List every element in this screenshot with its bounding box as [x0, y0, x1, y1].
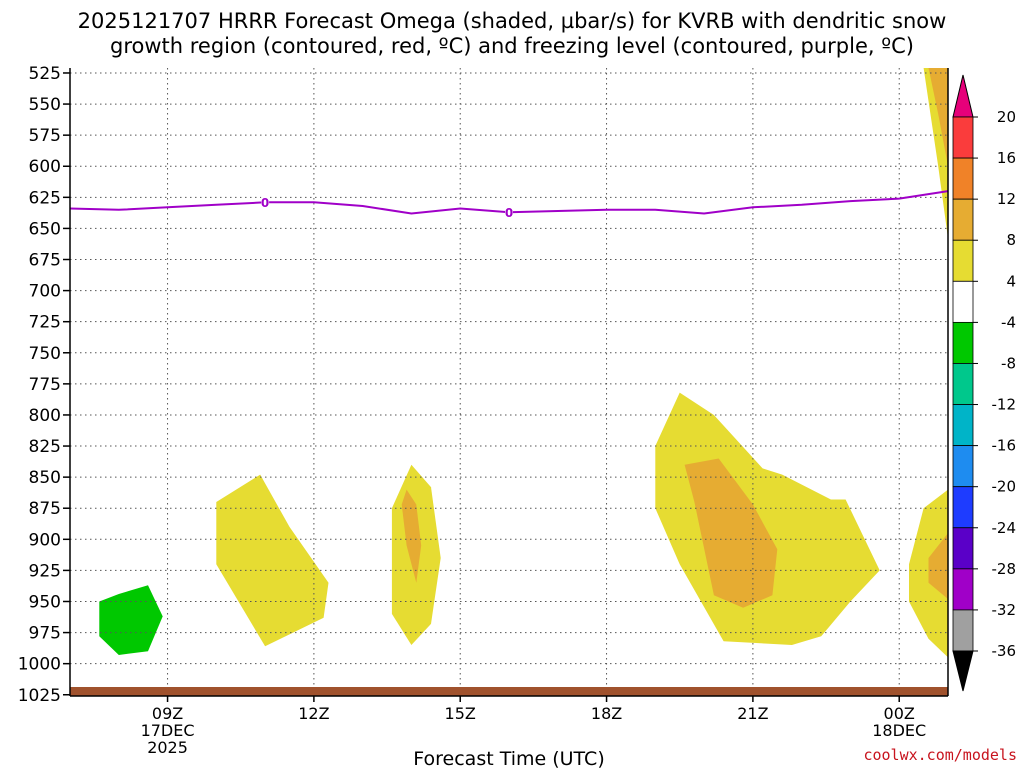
- y-tick-label: 1000: [18, 655, 61, 675]
- y-tick-label: 975: [29, 624, 61, 644]
- y-tick-label: 625: [29, 188, 61, 208]
- x-tick-label: 00Z: [884, 704, 915, 723]
- y-tick-label: 550: [29, 95, 61, 115]
- y-tick-label: 525: [29, 64, 61, 84]
- surface-terrain: [70, 687, 948, 696]
- chart-title-line1: 2025121707 HRRR Forecast Omega (shaded, …: [78, 9, 947, 33]
- freezing-level-label: 0: [261, 196, 269, 210]
- colorbar-segment: [952, 445, 974, 488]
- x-tick-date: 18DEC: [872, 721, 926, 740]
- y-tick-label: 675: [29, 251, 61, 271]
- y-axis-ticks: 525 550 575 600 625 650 675 700 725 750 775 800 825 8…: [18, 64, 70, 706]
- y-tick-label: 800: [29, 406, 61, 426]
- colorbar-tick-label: -4: [1001, 313, 1016, 331]
- omega-region-1: [99, 585, 163, 655]
- colorbar-segment: [952, 568, 974, 611]
- x-tick-label: 12Z: [298, 704, 329, 723]
- colorbar-segment: [952, 363, 974, 405]
- colorbar-segment: [952, 239, 974, 282]
- colorbar-segment: [952, 321, 974, 364]
- colorbar-segment: [952, 527, 974, 570]
- colorbar-tick-label: -16: [992, 437, 1017, 455]
- colorbar-tick-label: -24: [992, 519, 1017, 537]
- colorbar-tick-label: 12: [997, 190, 1016, 208]
- colorbar-tick-label: -12: [992, 396, 1017, 414]
- omega-region-2: [216, 474, 329, 647]
- y-tick-label: 1025: [18, 686, 61, 706]
- colorbar-segment: [952, 280, 974, 323]
- colorbar-tick-label: -36: [992, 642, 1017, 660]
- colorbar-tick-label: 4: [1006, 272, 1016, 290]
- y-tick-label: 650: [29, 219, 61, 239]
- y-tick-label: 950: [29, 592, 61, 612]
- colorbar: 20 16 12 8 4 -4 -8 -12 -16 -20 -24 -28 -32 -36: [952, 74, 1017, 692]
- x-axis-label: Forecast Time (UTC): [413, 748, 604, 768]
- colorbar-segment: [952, 157, 974, 200]
- y-tick-label: 750: [29, 344, 61, 364]
- y-tick-label: 825: [29, 437, 61, 457]
- y-tick-label: 575: [29, 126, 61, 146]
- y-tick-label: 600: [29, 157, 61, 177]
- colorbar-tick-label: -8: [1001, 354, 1016, 372]
- freezing-level: 00: [69, 190, 949, 220]
- colorbar-segment: [952, 116, 974, 159]
- y-tick-label: 725: [29, 313, 61, 333]
- x-tick-label: 21Z: [737, 704, 768, 723]
- credit-text: coolwx.com/models: [863, 746, 1017, 764]
- colorbar-segment: [952, 404, 974, 447]
- omega-shading: [99, 68, 948, 658]
- colorbar-tick-label: -28: [992, 560, 1017, 578]
- x-tick-date: 17DEC: [141, 721, 195, 740]
- colorbar-tick-label: -32: [992, 601, 1017, 619]
- omega-region-8: [928, 68, 948, 167]
- x-tick-label: 18Z: [591, 704, 622, 723]
- colorbar-tick-label: -20: [992, 478, 1017, 496]
- colorbar-tick-label: 20: [997, 108, 1016, 126]
- omega-region-6: [684, 458, 778, 608]
- y-tick-label: 775: [29, 375, 61, 395]
- freezing-level-label: 0: [505, 206, 513, 220]
- y-tick-label: 925: [29, 561, 61, 581]
- chart-title-line2: growth region (contoured, red, ºC) and f…: [110, 34, 914, 58]
- omega-region-4: [401, 489, 422, 583]
- x-tick-label: 15Z: [445, 704, 476, 723]
- colorbar-segment: [952, 198, 974, 241]
- colorbar-tick-label: 8: [1006, 231, 1016, 249]
- y-tick-label: 700: [29, 282, 61, 302]
- y-tick-label: 875: [29, 499, 61, 519]
- colorbar-segment: [952, 486, 974, 529]
- colorbar-tick-label: 16: [997, 149, 1016, 167]
- colorbar-top-arrow: [952, 74, 974, 118]
- freezing-label-bg: [505, 205, 513, 220]
- y-tick-label: 850: [29, 468, 61, 488]
- y-tick-label: 900: [29, 530, 61, 550]
- colorbar-bottom-arrow: [952, 650, 974, 692]
- omega-region-10: [928, 533, 948, 599]
- x-tick-year: 2025: [147, 738, 188, 757]
- freezing-label-bg: [261, 195, 270, 210]
- colorbar-segment: [952, 609, 974, 652]
- plot-area: 00: [69, 68, 949, 697]
- x-tick-label: 09Z: [152, 704, 183, 723]
